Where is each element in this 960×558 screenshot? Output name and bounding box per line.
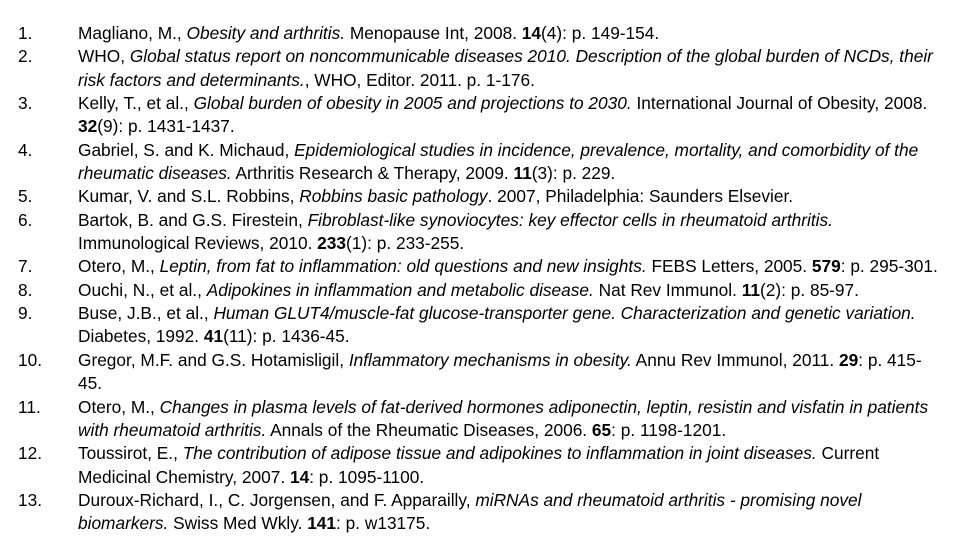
reference-text-part: FEBS Letters, 2005. — [647, 256, 812, 276]
reference-text-part: (9): p. 1431-1437. — [97, 116, 234, 136]
reference-text-part: 141 — [307, 513, 336, 533]
reference-text-part: Inflammatory mechanisms in obesity. — [349, 350, 632, 370]
reference-text-part: : p. w13175. — [336, 513, 430, 533]
reference-body: Kumar, V. and S.L. Robbins, Robbins basi… — [78, 185, 942, 208]
reference-text-part: Global burden of obesity in 2005 and pro… — [194, 93, 632, 113]
reference-text-part: Annals of the Rheumatic Diseases, 2006. — [266, 420, 592, 440]
reference-text-part: 41 — [204, 326, 223, 346]
reference-text-part: 32 — [78, 116, 97, 136]
reference-body: Gabriel, S. and K. Michaud, Epidemiologi… — [78, 139, 942, 186]
reference-text-part: (1): p. 233-255. — [346, 233, 464, 253]
reference-body: Otero, M., Changes in plasma levels of f… — [78, 396, 942, 443]
reference-text-part: : p. 295-301. — [841, 256, 938, 276]
reference-item: 11.Otero, M., Changes in plasma levels o… — [18, 396, 942, 443]
reference-text-part: Toussirot, E., — [78, 443, 183, 463]
reference-number: 7. — [18, 255, 78, 278]
reference-number: 1. — [18, 22, 78, 45]
reference-text-part: . 2007, Philadelphia: Saunders Elsevier. — [488, 186, 794, 206]
reference-text-part: Buse, J.B., et al., — [78, 303, 213, 323]
reference-text-part: Magliano, M., — [78, 23, 187, 43]
reference-text-part: Robbins basic pathology — [299, 186, 487, 206]
reference-text-part: 11 — [513, 163, 531, 183]
reference-text-part: (11): p. 1436-45. — [223, 326, 350, 346]
reference-number: 5. — [18, 185, 78, 208]
reference-text-part: Gabriel, S. and K. Michaud, — [78, 140, 294, 160]
reference-body: Buse, J.B., et al., Human GLUT4/muscle-f… — [78, 302, 942, 349]
reference-number: 8. — [18, 279, 78, 302]
reference-item: 4.Gabriel, S. and K. Michaud, Epidemiolo… — [18, 139, 942, 186]
reference-text-part: Ouchi, N., et al., — [78, 280, 207, 300]
reference-text-part: Human GLUT4/muscle-fat glucose-transport… — [213, 303, 915, 323]
reference-number: 9. — [18, 302, 78, 325]
reference-text-part: 11 — [742, 280, 760, 300]
reference-text-part: 14 — [522, 23, 541, 43]
reference-number: 2. — [18, 45, 78, 68]
reference-text-part: Leptin, from fat to inflammation: old qu… — [160, 256, 647, 276]
reference-text-part: Kelly, T., et al., — [78, 93, 194, 113]
reference-text-part: Immunological Reviews, 2010. — [78, 233, 317, 253]
reference-text-part: Swiss Med Wkly. — [168, 513, 307, 533]
reference-number: 4. — [18, 139, 78, 162]
reference-item: 13.Duroux-Richard, I., C. Jorgensen, and… — [18, 489, 942, 536]
reference-number: 6. — [18, 209, 78, 232]
reference-body: Toussirot, E., The contribution of adipo… — [78, 442, 942, 489]
reference-item: 10.Gregor, M.F. and G.S. Hotamisligil, I… — [18, 349, 942, 396]
reference-item: 8.Ouchi, N., et al., Adipokines in infla… — [18, 279, 942, 302]
reference-text-part: Nat Rev Immunol. — [594, 280, 742, 300]
reference-item: 7.Otero, M., Leptin, from fat to inflamm… — [18, 255, 942, 278]
reference-text-part: Kumar, V. and S.L. Robbins, — [78, 186, 299, 206]
reference-text-part: 29 — [839, 350, 858, 370]
reference-number: 13. — [18, 489, 78, 512]
reference-text-part: Adipokines in inflammation and metabolic… — [207, 280, 594, 300]
reference-list: 1.Magliano, M., Obesity and arthritis. M… — [18, 22, 942, 536]
reference-item: 3.Kelly, T., et al., Global burden of ob… — [18, 92, 942, 139]
reference-text-part: Duroux-Richard, I., C. Jorgensen, and F.… — [78, 490, 475, 510]
reference-text-part: Obesity and arthritis. — [187, 23, 345, 43]
reference-body: Ouchi, N., et al., Adipokines in inflamm… — [78, 279, 942, 302]
reference-text-part: Menopause Int, 2008. — [345, 23, 522, 43]
reference-text-part: The contribution of adipose tissue and a… — [183, 443, 817, 463]
reference-text-part: 14 — [290, 467, 309, 487]
reference-text-part: Otero, M., — [78, 397, 160, 417]
reference-text-part: Fibroblast-like synoviocytes: key effect… — [308, 210, 833, 230]
reference-text-part: Bartok, B. and G.S. Firestein, — [78, 210, 308, 230]
reference-text-part: WHO, — [78, 46, 130, 66]
reference-item: 1.Magliano, M., Obesity and arthritis. M… — [18, 22, 942, 45]
reference-item: 2.WHO, Global status report on noncommun… — [18, 45, 942, 92]
reference-item: 5.Kumar, V. and S.L. Robbins, Robbins ba… — [18, 185, 942, 208]
reference-text-part: 579 — [812, 256, 841, 276]
reference-number: 12. — [18, 442, 78, 465]
reference-text-part: , WHO, Editor. 2011. p. 1-176. — [305, 70, 535, 90]
reference-text-part: Otero, M., — [78, 256, 160, 276]
reference-text-part: Annu Rev Immunol, 2011. — [632, 350, 839, 370]
reference-text-part: (3): p. 229. — [532, 163, 616, 183]
reference-text-part: 65 — [592, 420, 611, 440]
reference-text-part: (2): p. 85-97. — [760, 280, 859, 300]
reference-text-part: Diabetes, 1992. — [78, 326, 204, 346]
reference-body: Gregor, M.F. and G.S. Hotamisligil, Infl… — [78, 349, 942, 396]
reference-body: Kelly, T., et al., Global burden of obes… — [78, 92, 942, 139]
reference-number: 3. — [18, 92, 78, 115]
reference-item: 12.Toussirot, E., The contribution of ad… — [18, 442, 942, 489]
reference-body: Otero, M., Leptin, from fat to inflammat… — [78, 255, 942, 278]
reference-number: 10. — [18, 349, 78, 372]
reference-text-part: 233 — [317, 233, 346, 253]
reference-text-part: (4): p. 149-154. — [541, 23, 659, 43]
reference-number: 11. — [18, 396, 78, 419]
reference-body: Bartok, B. and G.S. Firestein, Fibroblas… — [78, 209, 942, 256]
reference-body: Magliano, M., Obesity and arthritis. Men… — [78, 22, 942, 45]
reference-text-part: : p. 1198-1201. — [611, 420, 726, 440]
reference-text-part: Gregor, M.F. and G.S. Hotamisligil, — [78, 350, 349, 370]
reference-text-part: International Journal of Obesity, 2008. — [632, 93, 928, 113]
reference-text-part: : p. 1095-1100. — [309, 467, 424, 487]
reference-item: 9.Buse, J.B., et al., Human GLUT4/muscle… — [18, 302, 942, 349]
reference-text-part: Arthritis Research & Therapy, 2009. — [232, 163, 514, 183]
reference-body: Duroux-Richard, I., C. Jorgensen, and F.… — [78, 489, 942, 536]
reference-item: 6.Bartok, B. and G.S. Firestein, Fibrobl… — [18, 209, 942, 256]
reference-body: WHO, Global status report on noncommunic… — [78, 45, 942, 92]
